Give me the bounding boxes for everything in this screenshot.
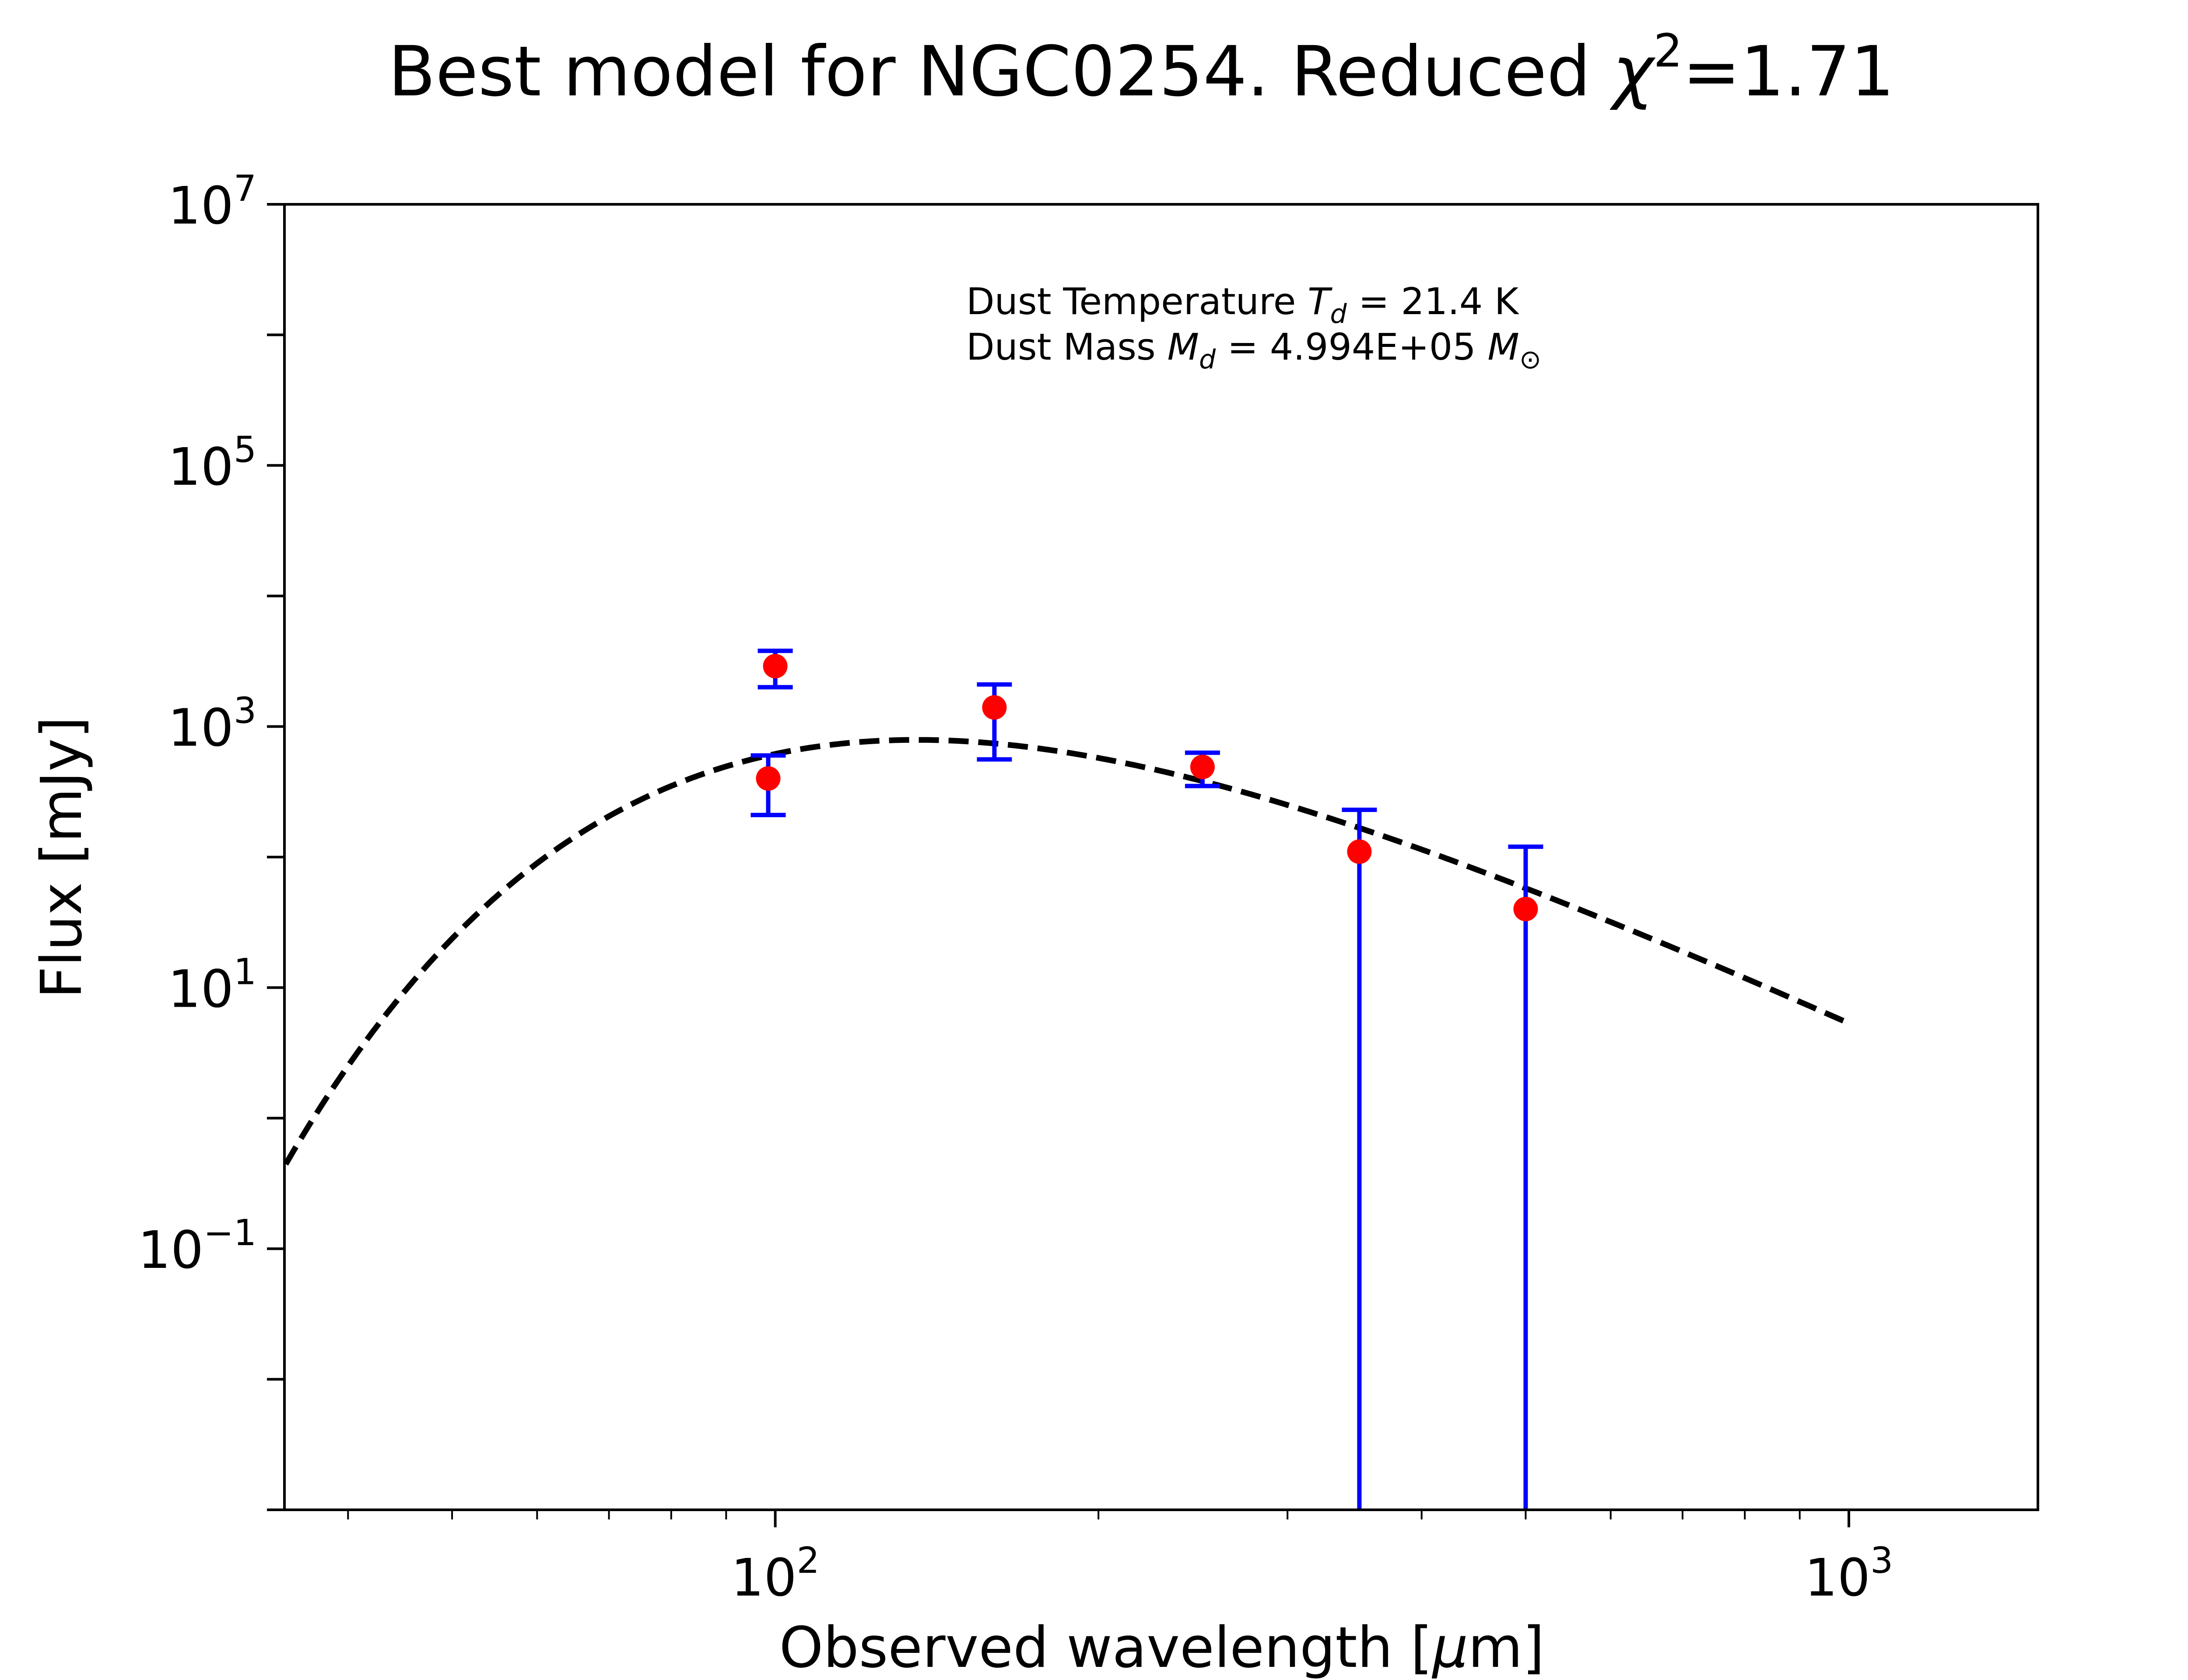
data-point-group — [977, 682, 1012, 762]
dust-temperature-annotation: Dust Temperature Td = 21.4 K — [966, 280, 1519, 329]
y-tick-label: 10−1 — [138, 1212, 256, 1280]
data-point-group — [1185, 750, 1220, 788]
chart-title: Best model for NGC0254. Reduced χ2=1.71 — [388, 24, 1894, 112]
mass-symbol: M — [1168, 326, 1199, 368]
dust-mass-annotation: Dust Mass Md = 4.994E+05 M⊙ — [966, 326, 1541, 375]
y-tick-label: 101 — [168, 951, 256, 1019]
model-curve — [284, 737, 1850, 1166]
x-axis-label-unit: m] — [1468, 1615, 1545, 1680]
data-point — [1190, 755, 1215, 780]
y-tick-label: 103 — [168, 690, 256, 758]
data-point — [756, 766, 781, 791]
data-point — [763, 654, 788, 679]
temperature-suffix: = 21.4 K — [1347, 280, 1520, 323]
temperature-prefix: Dust Temperature — [966, 280, 1308, 323]
x-axis-label: Observed wavelength [μm] — [779, 1615, 1545, 1680]
chart-title-chi: χ — [1609, 32, 1656, 112]
mass-middle: = 4.994E+05 — [1216, 326, 1487, 368]
mass-subscript: d — [1199, 344, 1216, 375]
mass-unit-symbol: M — [1487, 326, 1519, 368]
y-tick-label: 107 — [168, 168, 256, 236]
data-point-group — [757, 648, 793, 690]
data-point — [1513, 896, 1538, 921]
chart-title-chi-power: 2 — [1654, 24, 1683, 77]
x-axis-ticks: 102 103 — [347, 1510, 1893, 1608]
y-tick-label: 105 — [168, 429, 256, 497]
chart-title-prefix: Best model for NGC0254. Reduced — [388, 32, 1613, 112]
temperature-symbol: T — [1308, 280, 1332, 323]
x-tick-label: 102 — [731, 1540, 819, 1608]
y-axis-label: Flux [mJy] — [29, 717, 95, 999]
chart-title-suffix: =1.71 — [1683, 32, 1894, 112]
data-point — [982, 695, 1007, 720]
y-axis-ticks: 10−1 101 103 105 107 — [138, 168, 284, 1511]
mass-unit-subscript: ⊙ — [1519, 344, 1541, 375]
data-point — [1347, 839, 1372, 864]
data-point-group — [750, 753, 786, 817]
data-point-group — [1508, 844, 1543, 1510]
plot-content — [284, 648, 1850, 1510]
x-axis-label-mu: μ — [1431, 1615, 1468, 1680]
x-axis-label-main: Observed wavelength [ — [779, 1615, 1433, 1680]
temperature-subscript: d — [1330, 299, 1347, 329]
x-tick-label: 103 — [1805, 1540, 1893, 1608]
data-point-group — [1342, 808, 1377, 1510]
mass-prefix: Dust Mass — [966, 326, 1168, 368]
